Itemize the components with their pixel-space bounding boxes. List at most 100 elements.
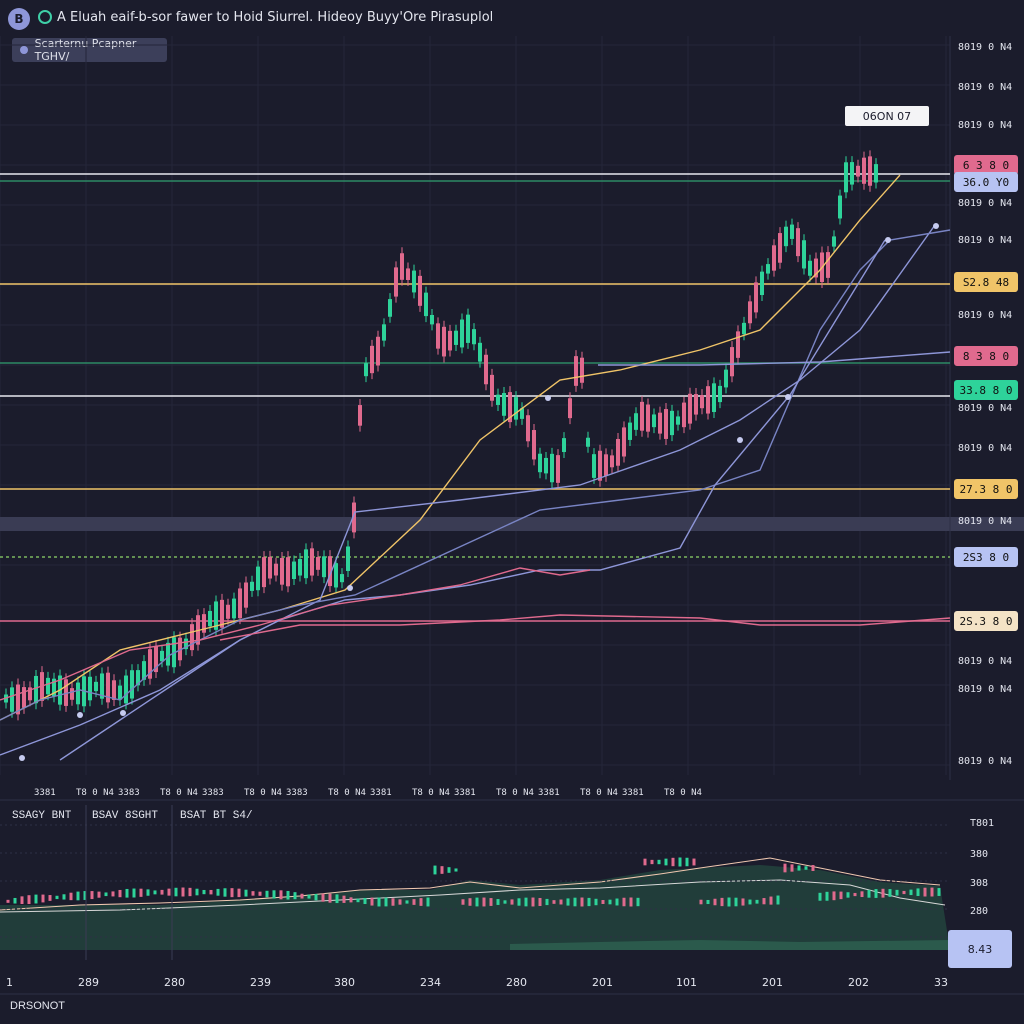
price-axis-label: 8019 0 N4 <box>958 516 1013 527</box>
lower-candle <box>342 895 346 903</box>
lower-candle <box>909 889 913 896</box>
time-axis-label: 3383 <box>118 788 140 798</box>
lower-candle <box>111 891 115 897</box>
candle-body <box>502 393 506 416</box>
lower-candle <box>146 889 150 896</box>
lower-candle <box>671 857 675 867</box>
lower-candle <box>818 892 822 901</box>
candle-body <box>430 314 434 325</box>
time-axis-label: T8 0 N4 <box>244 788 282 798</box>
lower-candle <box>636 897 640 907</box>
candle-body <box>202 614 206 633</box>
time-axis-label: 3383 <box>286 788 308 798</box>
candle-body <box>856 165 860 177</box>
lower-candle <box>174 887 178 897</box>
time-axis-label: T8 0 N4 <box>160 788 198 798</box>
lower-candle <box>524 897 528 907</box>
lower-time-axis-label: 201 <box>592 976 613 989</box>
indicator-chip[interactable]: Scarternu Pcapner TGHV/ <box>12 37 167 63</box>
candle-body <box>130 670 134 699</box>
candle-body <box>148 649 152 679</box>
lower-candle <box>531 897 535 907</box>
lower-candle <box>160 889 164 895</box>
candle-body <box>292 561 296 579</box>
price-tag: 27.3 8 0 <box>954 479 1018 499</box>
candle-body <box>514 397 518 420</box>
candle-body <box>784 226 788 247</box>
price-axis-label: 8019 0 N4 <box>958 42 1013 53</box>
candle-body <box>808 260 812 276</box>
lower-time-axis-label: 234 <box>420 976 441 989</box>
lower-candle <box>188 887 192 897</box>
lower-candle <box>90 891 94 900</box>
marker-dot <box>933 223 939 229</box>
candle-body <box>568 398 572 419</box>
marker-dot <box>77 712 83 718</box>
lower-candle <box>412 899 416 905</box>
lower-candle <box>538 897 542 907</box>
lower-candle <box>580 897 584 907</box>
lower-candle <box>587 897 591 907</box>
lower-candle <box>118 889 122 898</box>
lower-candle <box>104 892 108 897</box>
candle-body <box>400 253 404 280</box>
candle-body <box>706 386 710 414</box>
candle-body <box>766 264 770 274</box>
candle-body <box>484 354 488 385</box>
candle-body <box>874 164 878 183</box>
lower-candle <box>293 892 297 900</box>
candle-body <box>616 438 620 466</box>
candle-body <box>466 314 470 343</box>
candle-body <box>34 675 38 704</box>
time-axis-label: 3383 <box>202 788 224 798</box>
marker-dot <box>885 237 891 243</box>
lower-candle <box>832 891 836 901</box>
candle-body <box>700 395 704 409</box>
lower-time-axis-label: 239 <box>250 976 271 989</box>
lower-time-axis-label: 202 <box>848 976 869 989</box>
lower-candle <box>370 897 374 906</box>
lower-candle <box>132 888 136 898</box>
lower-candle <box>405 900 409 904</box>
lower-candle <box>804 866 808 870</box>
candle-body <box>28 687 32 701</box>
price-axis-label: 8019 0 N4 <box>958 684 1013 695</box>
indicator-chip-label: Scarternu Pcapner TGHV/ <box>34 37 137 63</box>
candle-body <box>640 401 644 431</box>
lower-candle <box>20 896 24 904</box>
candle-body <box>622 427 626 457</box>
lower-candle <box>713 898 717 906</box>
lower-candle <box>356 898 360 903</box>
symbol-badge[interactable]: B <box>8 8 30 30</box>
candle-body <box>544 457 548 474</box>
lower-candle <box>755 899 759 904</box>
lower-panel-tab[interactable]: BSAV 8SGHT <box>92 810 159 822</box>
lower-panel-tab[interactable]: SSAGY BNT <box>12 810 72 822</box>
lower-candle <box>55 895 59 900</box>
lower-candle <box>839 891 843 900</box>
lower-time-axis-label: 201 <box>762 976 783 989</box>
lower-candle <box>265 890 269 898</box>
lower-panel-tab[interactable]: BSAT BT S4/ <box>180 810 253 822</box>
marker-dot <box>545 395 551 401</box>
marker-dot <box>737 437 743 443</box>
lower-candle <box>440 866 444 874</box>
time-axis-label: 3381 <box>454 788 476 798</box>
price-tag: 33.8 8 0 <box>954 380 1018 400</box>
lower-candle <box>902 890 906 895</box>
candle-body <box>160 650 164 662</box>
lower-axis-label: 280 <box>970 906 989 917</box>
candle-body <box>832 236 836 247</box>
lower-candle <box>748 899 752 905</box>
status-ring-icon <box>38 10 52 24</box>
time-axis-label: T8 0 N4 <box>76 788 114 798</box>
candle-body <box>166 642 170 666</box>
candle-body <box>256 566 260 591</box>
candle-body <box>658 412 662 434</box>
candle-body <box>322 556 326 578</box>
candle-body <box>448 330 452 351</box>
candle-body <box>598 450 602 481</box>
lower-candle <box>853 892 857 897</box>
candle-body <box>316 557 320 570</box>
